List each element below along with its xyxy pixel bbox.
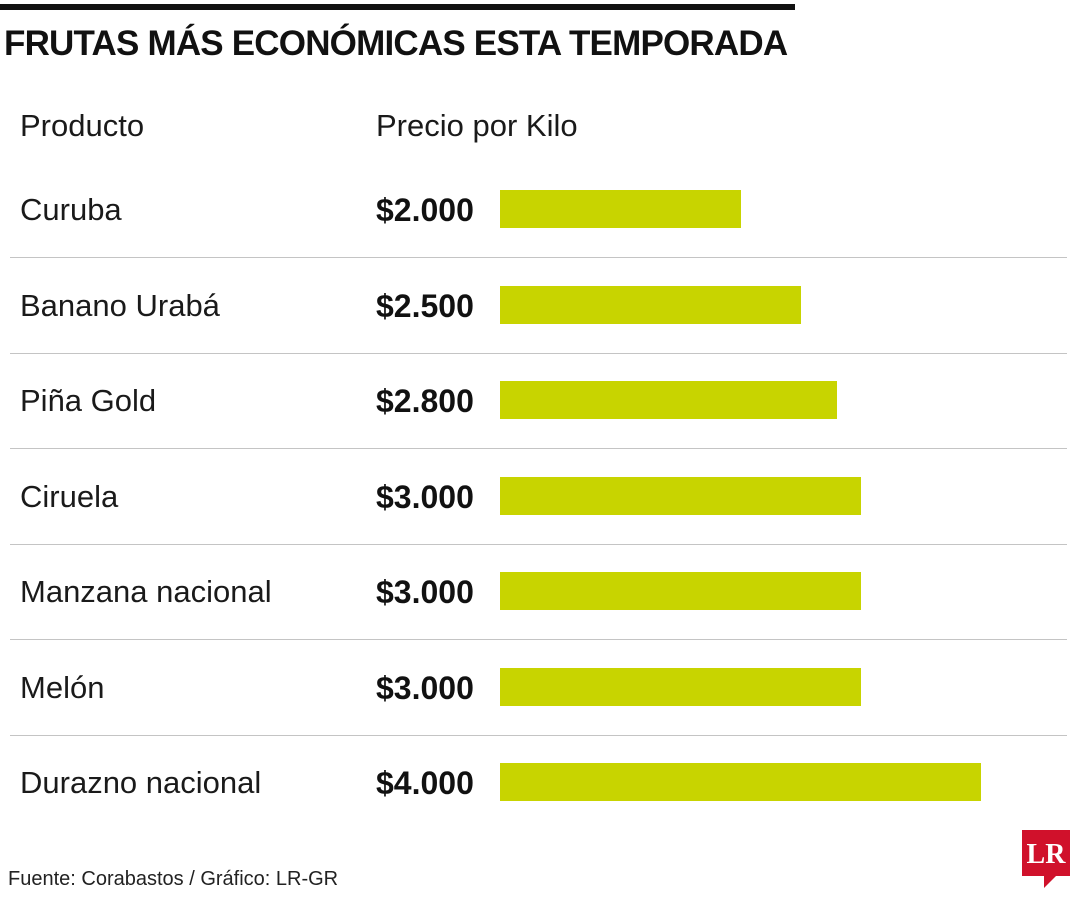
bar [500,763,981,801]
bar-row: Piña Gold $2.800 [0,353,1080,449]
category-label: Curuba [20,192,122,227]
logo-background [1022,830,1070,876]
logo-text: LR [1027,839,1067,870]
value-label: $2.500 [376,287,474,324]
row-separator [10,448,1067,449]
value-label: $3.000 [376,669,474,706]
row-separator [10,639,1067,640]
bar [500,476,861,515]
row-separator [10,544,1067,545]
lr-logo-icon: LR [1022,830,1070,888]
category-label: Melón [20,669,105,705]
category-label: Banano Urabá [20,287,220,323]
bar [500,285,801,324]
value-label: $3.000 [376,574,474,610]
bar [500,572,861,610]
category-label: Ciruela [20,478,119,514]
bar [500,667,861,706]
bar-row: Banano Urabá $2.500 [0,258,1080,354]
logo-tail [1044,876,1056,888]
bar-row: Durazno nacional $4.000 [0,735,1080,831]
category-label: Durazno nacional [20,765,262,800]
bar-row: Melón $3.000 [0,640,1080,736]
bar-row: Manzana nacional $3.000 [0,544,1080,640]
bar [500,190,741,228]
top-rule [0,4,795,10]
value-label: $2.800 [376,383,474,419]
row-separator [10,353,1067,354]
category-label: Piña Gold [20,383,157,418]
value-label: $3.000 [376,478,474,515]
bar-row: Ciruela $3.000 [0,449,1080,545]
value-label: $2.000 [376,192,474,228]
bar [500,381,837,419]
row-separator [10,735,1067,736]
value-label: $4.000 [376,765,474,801]
chart-title: FRUTAS MÁS ECONÓMICAS ESTA TEMPORADA [4,24,788,63]
row-separator [10,257,1067,258]
column-header-price: Precio por Kilo [376,108,578,143]
source-note: Fuente: Corabastos / Gráfico: LR-GR [8,868,339,890]
category-label: Manzana nacional [20,574,272,609]
bar-row: Curuba $2.000 [0,162,1080,258]
column-header-product: Producto [20,108,145,143]
